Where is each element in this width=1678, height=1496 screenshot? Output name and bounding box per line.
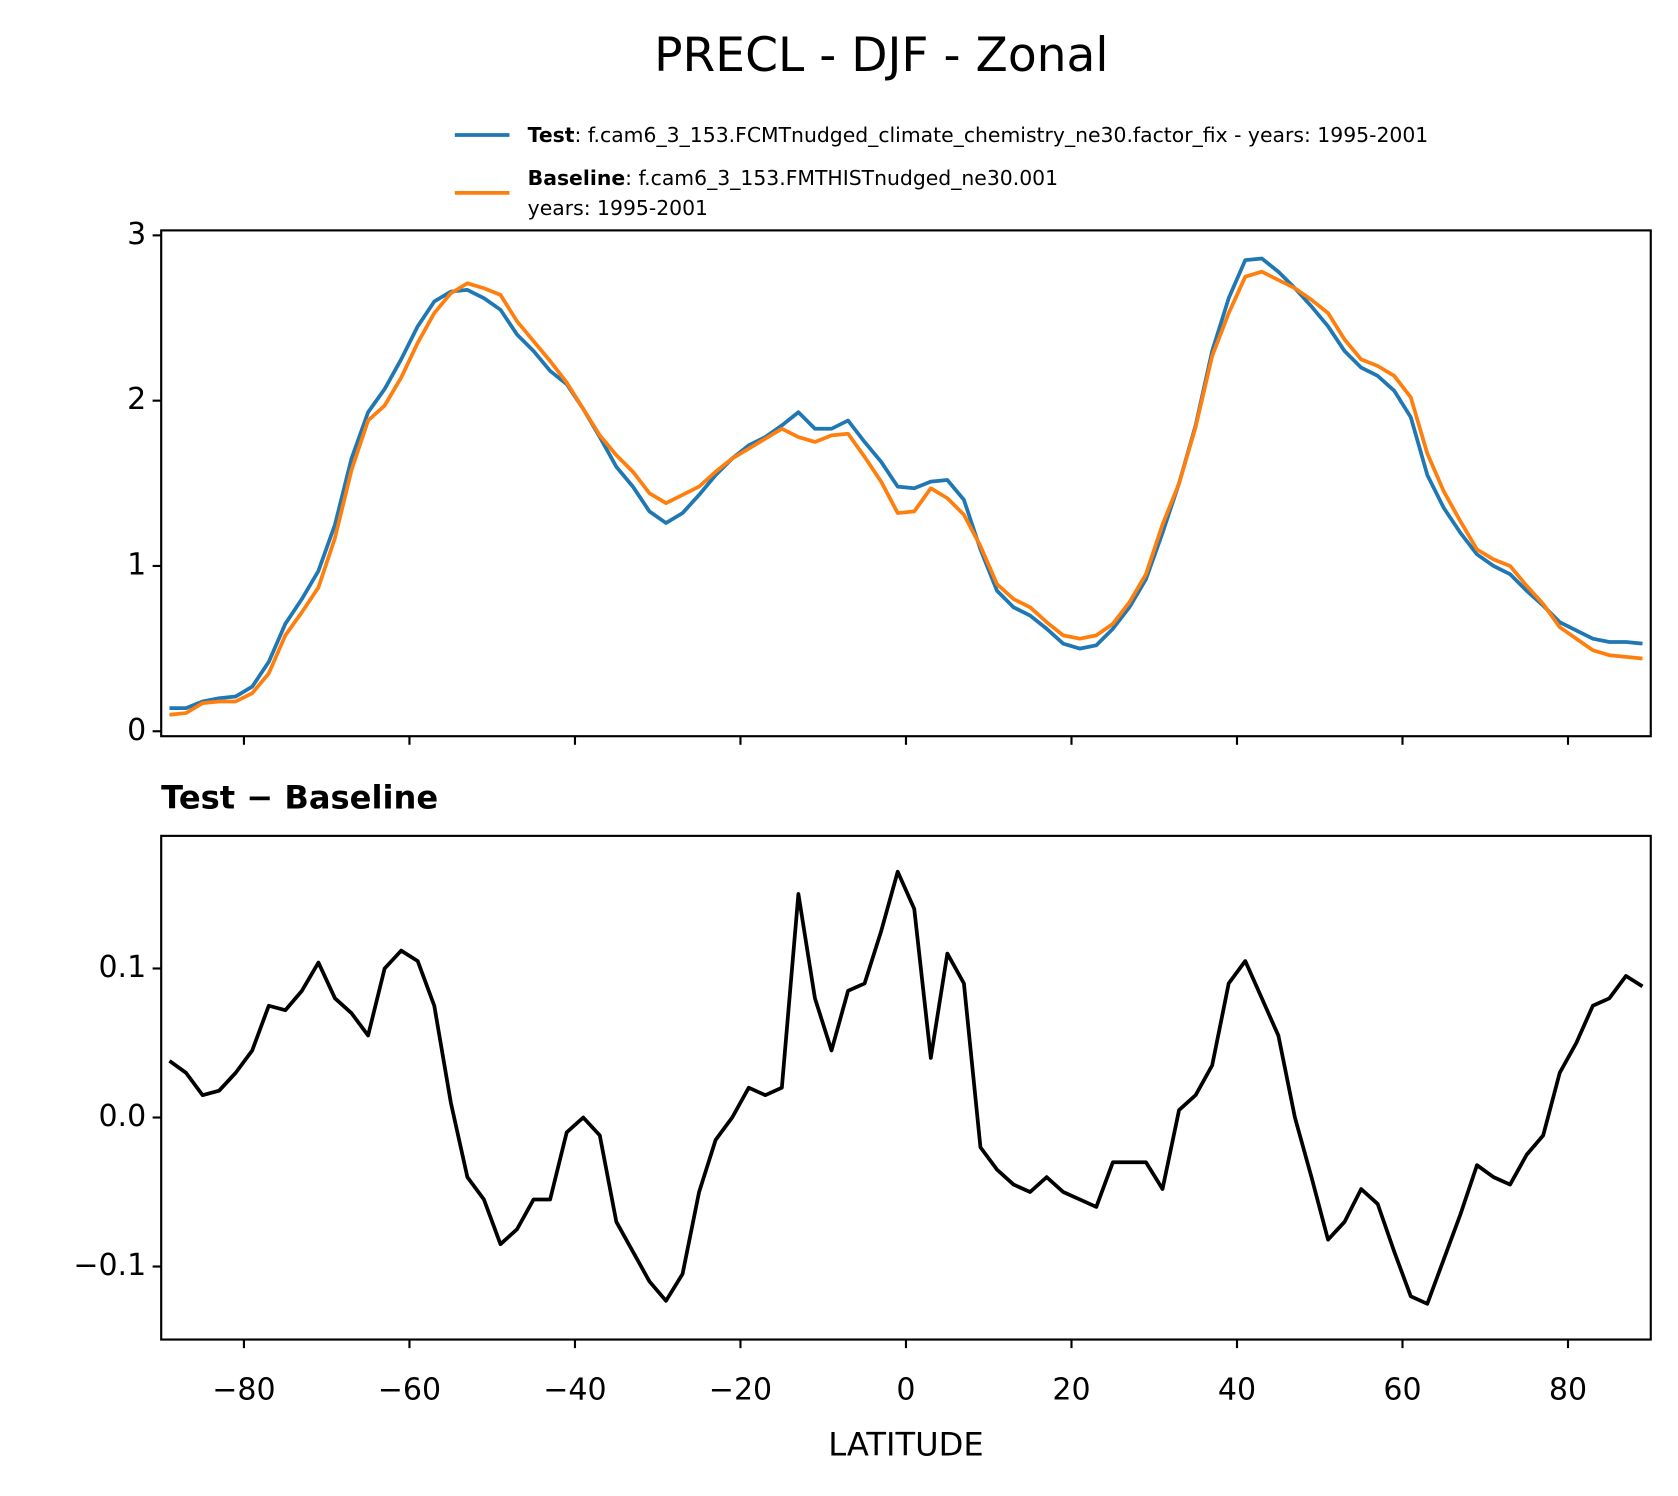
x-tick-label: 20 <box>1052 1372 1090 1407</box>
legend-entry: Test: f.cam6_3_153.FCMTnudged_climate_ch… <box>528 123 1429 148</box>
chart-title: PRECL - DJF - Zonal <box>654 28 1108 83</box>
data-line <box>169 256 1643 710</box>
x-tick-label: −80 <box>212 1372 275 1407</box>
y-tick-label: 0.0 <box>98 1099 146 1134</box>
axes-frame <box>160 834 1652 1341</box>
y-tick-label: 0 <box>127 713 146 748</box>
data-line <box>169 269 1643 717</box>
y-tick-label: 1 <box>127 547 146 582</box>
legend-text: : f.cam6_3_153.FCMTnudged_climate_chemis… <box>575 123 1429 148</box>
x-tick-label: 80 <box>1549 1372 1587 1407</box>
y-tick-label: 3 <box>127 217 146 252</box>
x-axis-label: LATITUDE <box>828 1426 983 1464</box>
legend-text: years: 1995-2001 <box>528 196 708 220</box>
x-tick-label: −60 <box>378 1372 441 1407</box>
legend-entry: Baseline: f.cam6_3_153.FMTHISTnudged_ne3… <box>528 166 1058 191</box>
subplot-title: Test − Baseline <box>161 778 438 816</box>
x-tick-label: 0 <box>896 1372 915 1407</box>
legend-name: Baseline <box>528 166 625 190</box>
x-tick-label: 40 <box>1218 1372 1256 1407</box>
y-tick-label: 0.1 <box>98 950 146 985</box>
x-tick-label: −20 <box>709 1372 772 1407</box>
x-tick-label: −40 <box>543 1372 606 1407</box>
axes-frame <box>160 229 1652 738</box>
data-line <box>168 869 1644 1306</box>
y-tick-label: 2 <box>127 382 146 417</box>
x-tick-label: 60 <box>1383 1372 1421 1407</box>
y-tick-label: −0.1 <box>73 1248 146 1283</box>
legend-text: : f.cam6_3_153.FMTHISTnudged_ne30.001 <box>625 166 1058 191</box>
legend-name: Test <box>528 123 575 147</box>
